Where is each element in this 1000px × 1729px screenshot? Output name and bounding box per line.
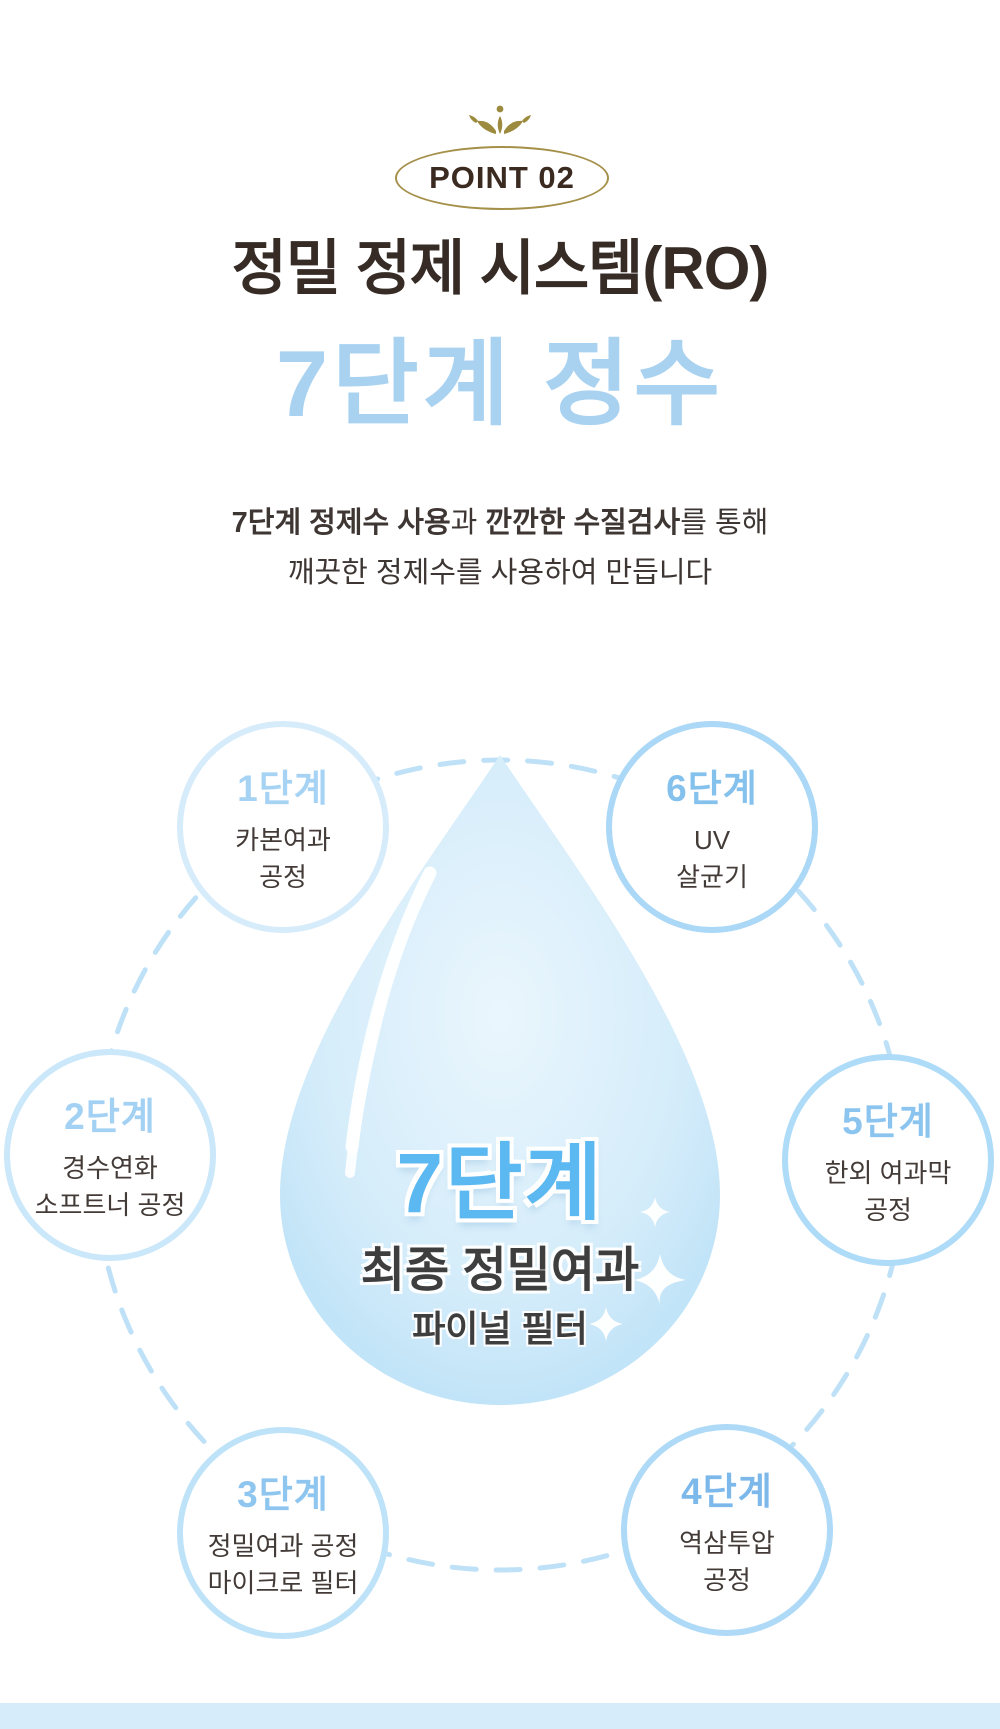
step-circle-6: 6단계 UV 살균기 [606, 721, 818, 933]
description-bold-2: 깐깐한 수질검사 [485, 507, 681, 539]
description-bold-1: 7단계 정제수 사용 [231, 507, 451, 539]
description-line-1: 7단계 정제수 사용과 깐깐한 수질검사를 통해 [231, 507, 769, 539]
step-line: 카본여과 [235, 825, 331, 855]
page-subtitle: 7단계 정수 [275, 331, 725, 436]
drop-highlight-icon [345, 990, 389, 1178]
step-line: 한외 여과막 [824, 1158, 952, 1188]
point-badge: POINT 02 [395, 146, 609, 210]
step-circle-2: 2단계 경수연화 소프트너 공정 [4, 1049, 216, 1261]
step-line: 살균기 [676, 862, 748, 892]
step-circle-5: 5단계 한외 여과막 공정 [782, 1054, 994, 1266]
step-circle-1: 1단계 카본여과 공정 [177, 721, 389, 933]
step-line: 마이크로 필터 [207, 1568, 359, 1598]
step-label: 1단계 [237, 768, 329, 809]
sparkle-icon [589, 1307, 623, 1341]
sparkle-icon [640, 1197, 670, 1227]
description: 7단계 정제수 사용과 깐깐한 수질검사를 통해 깨끗한 정제수를 사용하여 만… [0, 498, 1000, 598]
step-label: 4단계 [681, 1471, 773, 1512]
step-circle-4: 4단계 역삼투압 공정 [621, 1424, 833, 1636]
water-drop [279, 755, 720, 1406]
step-label: 6단계 [666, 768, 758, 809]
description-line-2: 깨끗한 정제수를 사용하여 만듭니다 [287, 557, 713, 589]
step-line: 공정 [259, 862, 307, 892]
next-section-peek [0, 1703, 1000, 1729]
point-badge-label: POINT 02 [429, 160, 575, 195]
laurel-ornament-icon [469, 105, 531, 134]
step-line: 역삼투압 [679, 1528, 775, 1558]
step-label: 5단계 [842, 1101, 934, 1142]
sparkle-icon [634, 1254, 686, 1306]
step-circle-3: 3단계 정밀여과 공정 마이크로 필터 [177, 1427, 389, 1639]
step-line: UV [693, 825, 731, 855]
step-label: 2단계 [64, 1096, 156, 1137]
step-label: 3단계 [237, 1474, 329, 1515]
step-line: 공정 [864, 1195, 912, 1225]
step-line: 경수연화 [62, 1153, 158, 1183]
step-line: 소프트너 공정 [34, 1190, 186, 1220]
drop-step-label: 7단계 [396, 1136, 604, 1230]
drop-main-label: 최종 정밀여과 [360, 1244, 640, 1297]
step-line: 공정 [703, 1565, 751, 1595]
drop-sub-label: 파이널 필터 [412, 1308, 588, 1349]
page-title: 정밀 정제 시스템(RO) [231, 235, 770, 302]
step-line: 정밀여과 공정 [207, 1531, 359, 1561]
